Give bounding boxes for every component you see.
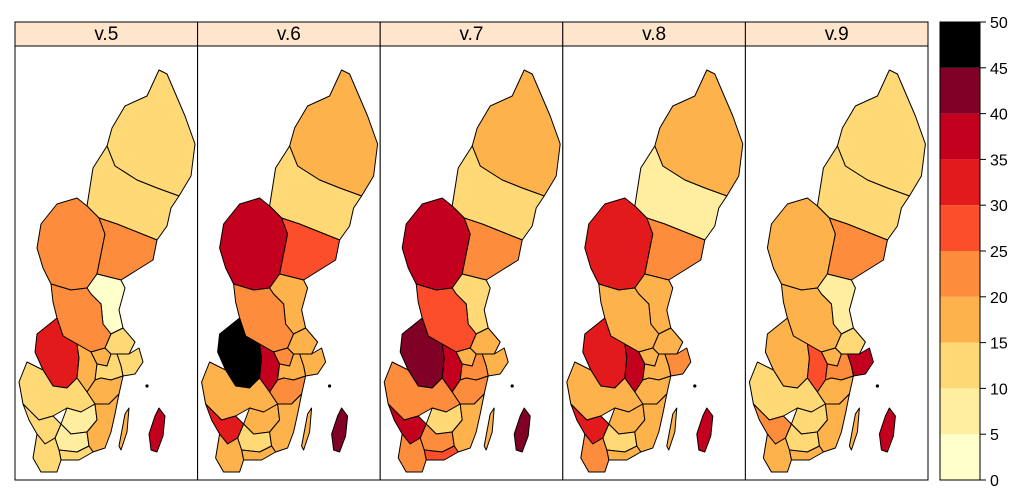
region-skane [580,433,610,473]
island-dot [510,384,514,388]
region-gotland [696,407,714,453]
colorbar-tick-label: 30 [990,198,1008,215]
region-vasternorrland [461,217,523,281]
colorbar-swatch [940,67,980,114]
colorbar-legend: 0 5 10 15 20 25 30 35 40 45 50 [939,15,1008,490]
region-vasternorrland [96,217,158,281]
colorbar-tick-label: 20 [990,290,1008,307]
panel-title: v.7 [460,24,484,45]
panel-title: v.5 [94,24,118,45]
colorbar-swatch [940,434,980,480]
region-skane [762,433,792,473]
region-gotland [878,407,896,453]
region-skane [397,433,427,473]
colorbar-tick-label: 35 [990,152,1008,169]
colorbar-tick-label: 5 [990,427,999,444]
colorbar-swatch [940,113,980,160]
region-skane [32,433,62,473]
region-oland [118,407,130,451]
map-panel-v9: v.9 [744,21,929,481]
region-oland [483,407,495,451]
colorbar-tick-label: 50 [990,15,1008,32]
island-dot [875,384,879,388]
region-oland [301,407,313,451]
region-kalmar [816,393,850,453]
region-kalmar [451,393,485,453]
region-skane [215,433,245,473]
panel-strip [197,21,381,47]
island-dot [693,384,697,388]
colorbar-tick-label: 0 [990,473,999,490]
region-vasternorrland [279,217,341,281]
colorbar-swatch [940,296,980,343]
colorbar-tick-label: 45 [990,61,1008,78]
region-gotland [513,407,531,453]
region-vasternorrland [644,217,706,281]
colorbar-swatch [940,205,980,251]
map-panel-v5: v.5 [14,21,199,481]
colorbar-tick-label: 25 [990,244,1008,261]
colorbar-swatch [940,388,980,435]
region-vasternorrland [826,217,888,281]
panel-strip [379,21,564,47]
region-gotland [148,407,166,453]
panel-title: v.9 [825,24,849,45]
region-oland [666,407,678,451]
panel-strip [744,21,929,47]
colorbar-swatch [940,159,980,206]
colorbar-swatch [940,342,980,389]
region-oland [848,407,860,451]
region-kalmar [86,393,120,453]
colorbar-tick-label: 10 [990,381,1008,398]
panel-title: v.8 [642,24,666,45]
panel-strip [14,21,199,47]
island-dot [328,384,332,388]
region-gotland [331,407,349,453]
panel-title: v.6 [277,24,301,45]
colorbar-tick-label: 40 [990,107,1008,124]
map-panel-v6: v.6 [197,21,381,481]
region-kalmar [634,393,668,453]
region-kalmar [269,393,303,453]
colorbar-swatch [940,22,980,68]
map-panel-v8: v.8 [562,21,746,481]
colorbar-tick-label: 15 [990,336,1008,353]
colorbar-swatch [940,251,980,297]
map-panel-v7: v.7 [379,21,564,481]
island-dot [145,384,149,388]
